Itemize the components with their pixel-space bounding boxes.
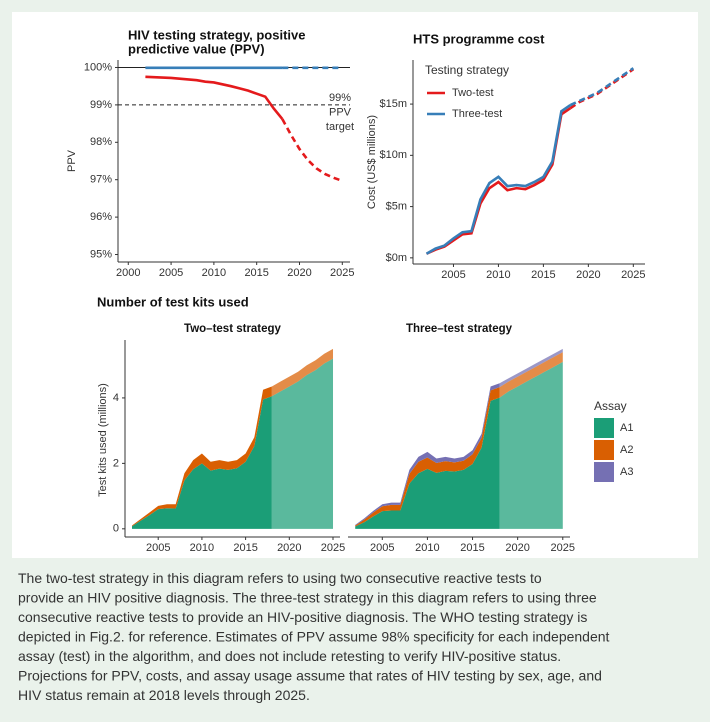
x-tick-label: 2015 — [244, 267, 268, 279]
area-layer — [271, 358, 334, 529]
y-tick-label: $0m — [386, 252, 407, 264]
series-line — [281, 118, 343, 183]
x-tick-label: 2005 — [441, 269, 465, 281]
chart-title: HIV testing strategy, positive — [128, 27, 305, 42]
series-line — [425, 104, 572, 255]
y-axis-label: Test kits used (millions) — [97, 383, 109, 497]
y-tick-label: 4 — [113, 392, 119, 404]
series-line — [145, 75, 284, 120]
area-layer — [355, 397, 500, 529]
x-tick-label: 2010 — [190, 542, 214, 554]
y-tick-label: $15m — [379, 98, 407, 110]
legend-label: Three-test — [452, 108, 502, 120]
series-line — [425, 107, 572, 255]
reference-label: PPV — [329, 106, 352, 118]
caption-line: provide an HIV positive diagnosis. The t… — [18, 590, 597, 606]
chart-title: HTS programme cost — [413, 31, 545, 46]
chart-title: predictive value (PPV) — [128, 41, 265, 56]
panel-title: Two–test strategy — [184, 323, 282, 335]
caption-line: Projections for PPV, costs, and assay us… — [18, 668, 602, 684]
y-axis-label: Cost (US$ millions) — [366, 115, 378, 209]
legend-title: Testing strategy — [425, 63, 509, 77]
legend-swatch — [594, 440, 614, 460]
x-tick-label: 2025 — [321, 542, 345, 554]
figure-panel — [12, 12, 698, 558]
area-layer — [499, 361, 563, 529]
area-layer — [355, 383, 500, 526]
legend-swatch — [594, 462, 614, 482]
reference-label: target — [326, 121, 354, 133]
x-tick-label: 2000 — [116, 267, 140, 279]
x-tick-label: 2015 — [233, 542, 257, 554]
legend-label: A3 — [620, 466, 633, 478]
legend-label: Two-test — [452, 87, 494, 99]
x-tick-label: 2015 — [460, 542, 484, 554]
x-tick-label: 2020 — [287, 267, 311, 279]
legend-label: A2 — [620, 444, 633, 456]
area-layer — [271, 348, 334, 397]
y-tick-label: 0 — [113, 523, 119, 535]
y-tick-label: 95% — [90, 248, 112, 260]
y-axis-label: PPV — [66, 149, 78, 172]
legend-swatch — [594, 418, 614, 438]
x-tick-label: 2025 — [330, 267, 354, 279]
area-layer — [131, 396, 272, 529]
area-layer — [499, 348, 563, 388]
x-tick-label: 2020 — [576, 269, 600, 281]
area-layer — [499, 352, 563, 398]
series-line — [569, 67, 635, 107]
x-tick-label: 2010 — [415, 542, 439, 554]
y-tick-label: 98% — [90, 136, 112, 148]
y-tick-label: $5m — [386, 200, 407, 212]
x-tick-label: 2020 — [505, 542, 529, 554]
area-layer — [131, 386, 272, 527]
y-tick-label: 97% — [90, 174, 112, 186]
legend-label: A1 — [620, 422, 633, 434]
x-tick-label: 2005 — [370, 542, 394, 554]
caption-line: depicted in Fig.2. for reference. Estima… — [18, 629, 610, 645]
caption-line: assay (test) in the algorithm, and does … — [18, 648, 561, 664]
x-tick-label: 2010 — [202, 267, 226, 279]
x-tick-label: 2025 — [551, 542, 575, 554]
x-tick-label: 2025 — [621, 269, 645, 281]
x-tick-label: 2010 — [486, 269, 510, 281]
caption-line: The two-test strategy in this diagram re… — [18, 570, 542, 586]
y-tick-label: $10m — [379, 149, 407, 161]
x-tick-label: 2005 — [146, 542, 170, 554]
caption-line: HIV status remain at 2018 levels through… — [18, 687, 310, 703]
y-tick-label: 99% — [90, 99, 112, 111]
caption-line: consecutive reactive tests to provide an… — [18, 609, 587, 625]
y-tick-label: 2 — [113, 457, 119, 469]
y-tick-label: 96% — [90, 211, 112, 223]
panel-title: Three–test strategy — [406, 323, 513, 335]
legend-title: Assay — [594, 399, 627, 413]
y-tick-label: 100% — [84, 61, 112, 73]
x-tick-label: 2005 — [159, 267, 183, 279]
reference-label: 99% — [329, 92, 351, 104]
area-layer — [355, 387, 500, 527]
x-tick-label: 2015 — [531, 269, 555, 281]
x-tick-label: 2020 — [277, 542, 301, 554]
chart-title: Number of test kits used — [97, 294, 249, 309]
